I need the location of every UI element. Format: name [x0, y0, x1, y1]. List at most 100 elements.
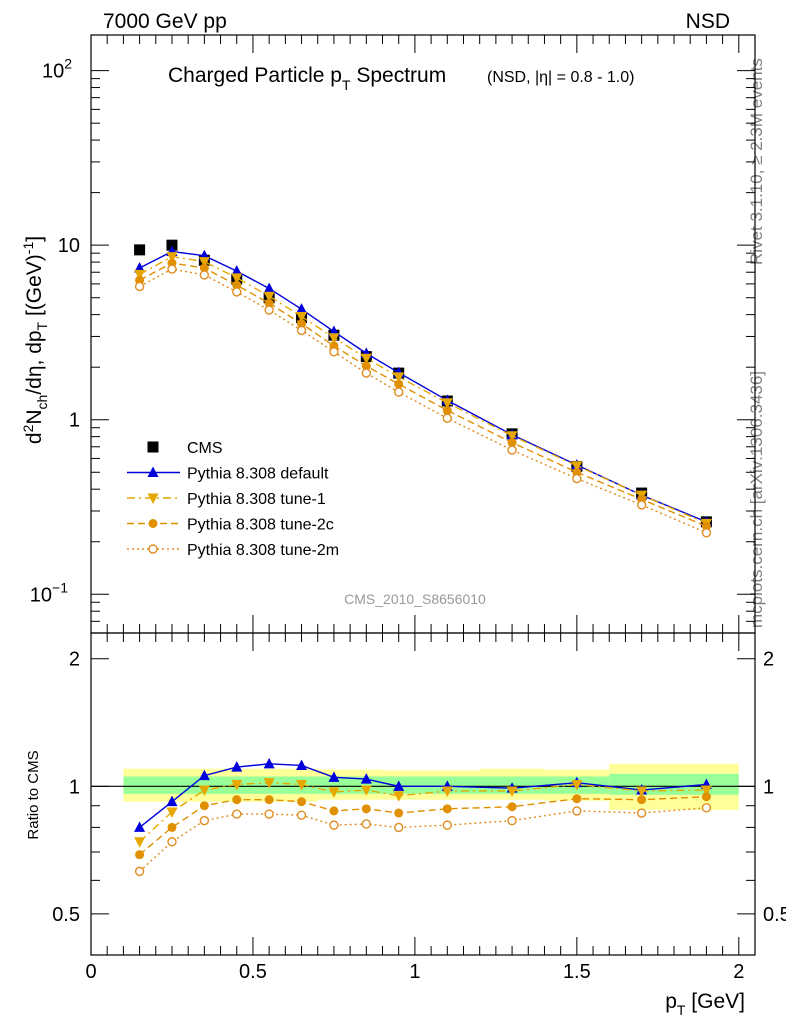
- ratio-point-2: [135, 850, 145, 860]
- ratio-point-1: [328, 787, 340, 798]
- data-point-1: [263, 282, 275, 293]
- ratio-point-3: [442, 820, 452, 830]
- ratio-point-0: [166, 795, 178, 807]
- ratio-point-2: [199, 801, 209, 811]
- data-point-0: [166, 239, 178, 251]
- legend-marker-3: [148, 519, 158, 528]
- ratio-point-1: [506, 786, 518, 797]
- chart-title-main: Charged Particle p: [168, 64, 342, 87]
- ratio-y-tick-label-right: 0.5: [763, 904, 786, 926]
- legend: CMS Pythia 8.308 default Pythia 8.308 tune…: [127, 440, 339, 559]
- data-point-2: [296, 312, 308, 323]
- series-line-3: [139, 262, 707, 527]
- chart-title-extra: (NSD, |η| = 0.8 - 1.0): [487, 69, 634, 86]
- ratio-point-2: [507, 802, 517, 812]
- ratio-point-2: [394, 808, 404, 818]
- ratio-point-1: [263, 778, 275, 789]
- ratio-point-0: [393, 780, 405, 791]
- data-point-3: [232, 280, 242, 290]
- data-point-2: [166, 252, 178, 263]
- ratio-point-2: [701, 792, 711, 802]
- data-point-1: [296, 303, 308, 314]
- x-tick-label: 0.5: [239, 961, 267, 983]
- ratio-point-3: [296, 810, 307, 820]
- data-point-2: [571, 461, 583, 472]
- legend-marker-2: [147, 493, 159, 504]
- data-point-2: [360, 353, 372, 365]
- ratio-point-1: [166, 807, 178, 818]
- legend-label-4: Pythia 8.308 tune-2m: [187, 542, 339, 559]
- legend-marker-4: [148, 544, 158, 554]
- data-point-2: [328, 333, 340, 344]
- ratio-y-tick-label-right: 1: [763, 776, 774, 798]
- data-point-4: [296, 325, 307, 336]
- ratio-point-3: [507, 815, 517, 826]
- data-point-4: [507, 445, 517, 455]
- ratio-point-1: [571, 779, 583, 791]
- ratio-point-2: [442, 804, 452, 814]
- svg-text:d2Nch/dη, dpT [(GeV)-1]: d2Nch/dη, dpT [(GeV)-1]: [20, 236, 50, 444]
- ratio-point-1: [296, 779, 308, 791]
- legend-label-0: CMS: [187, 440, 223, 457]
- ratio-point-1: [134, 837, 146, 848]
- side-label-bottom: mcplots.cern.ch [arXiv:1306.3436]: [747, 371, 766, 628]
- ratio-point-1: [636, 786, 648, 797]
- data-point-4: [264, 305, 274, 315]
- ratio-point-3: [167, 837, 177, 847]
- ratio-point-3: [134, 866, 145, 877]
- data-point-2: [263, 291, 275, 303]
- ratio-panel-frame: [90, 632, 756, 956]
- main-y-tick-label: 10−1: [30, 579, 68, 606]
- data-point-3: [701, 521, 711, 531]
- legend-marker-1: [147, 466, 159, 477]
- data-point-1: [231, 265, 243, 276]
- ratio-point-1: [231, 779, 243, 791]
- ratio-point-3: [232, 809, 242, 819]
- analysis-id-label: CMS_2010_S8656010: [344, 591, 486, 607]
- data-point-3: [297, 319, 307, 329]
- ratio-point-0: [360, 773, 372, 784]
- ratio-band-1: [123, 776, 610, 794]
- ratio-point-2: [637, 795, 647, 805]
- data-point-4: [329, 347, 339, 357]
- ratio-point-3: [199, 815, 210, 826]
- data-point-3: [442, 405, 452, 415]
- header-right-label: NSD: [686, 10, 730, 33]
- data-point-2: [393, 372, 405, 383]
- legend-marker-0: [147, 441, 159, 453]
- chart-title-tail: Spectrum: [351, 64, 447, 87]
- ratio-point-1: [441, 786, 453, 797]
- ratio-y-tick-label: 1: [69, 776, 80, 798]
- ratio-point-2: [264, 795, 274, 805]
- ratio-series-group: [134, 757, 712, 877]
- data-point-4: [394, 387, 404, 397]
- ratio-point-1: [360, 785, 372, 797]
- series-line-4: [139, 268, 707, 534]
- main-y-tick-label: 10: [58, 235, 80, 257]
- data-point-0: [134, 244, 146, 256]
- legend-label-3: Pythia 8.308 tune-2c: [187, 517, 334, 534]
- x-tick-label: 2: [733, 961, 744, 983]
- ratio-point-0: [134, 821, 146, 832]
- series-line-1: [139, 250, 707, 523]
- data-point-2: [134, 269, 146, 281]
- ratio-point-3: [264, 809, 274, 819]
- data-point-4: [232, 287, 242, 297]
- data-point-4: [167, 264, 177, 274]
- ratio-y-tick-label-right: 2: [763, 649, 774, 671]
- ratio-point-2: [361, 804, 371, 814]
- ratio-line-2: [139, 796, 707, 856]
- data-point-1: [134, 262, 146, 273]
- ratio-point-3: [636, 808, 647, 818]
- x-tick-label: 0: [85, 961, 96, 983]
- x-tick-label: 1.5: [563, 961, 591, 983]
- legend-label-2: Pythia 8.308 tune-1: [187, 491, 326, 508]
- ratio-point-1: [700, 785, 712, 797]
- data-point-4: [701, 528, 712, 538]
- ratio-point-2: [297, 797, 307, 807]
- side-label-top: Rivet 3.1.10, ≥ 2.3M events: [747, 58, 766, 265]
- ratio-point-3: [701, 803, 712, 813]
- ratio-y-axis-label: Ratio to CMS: [25, 750, 42, 839]
